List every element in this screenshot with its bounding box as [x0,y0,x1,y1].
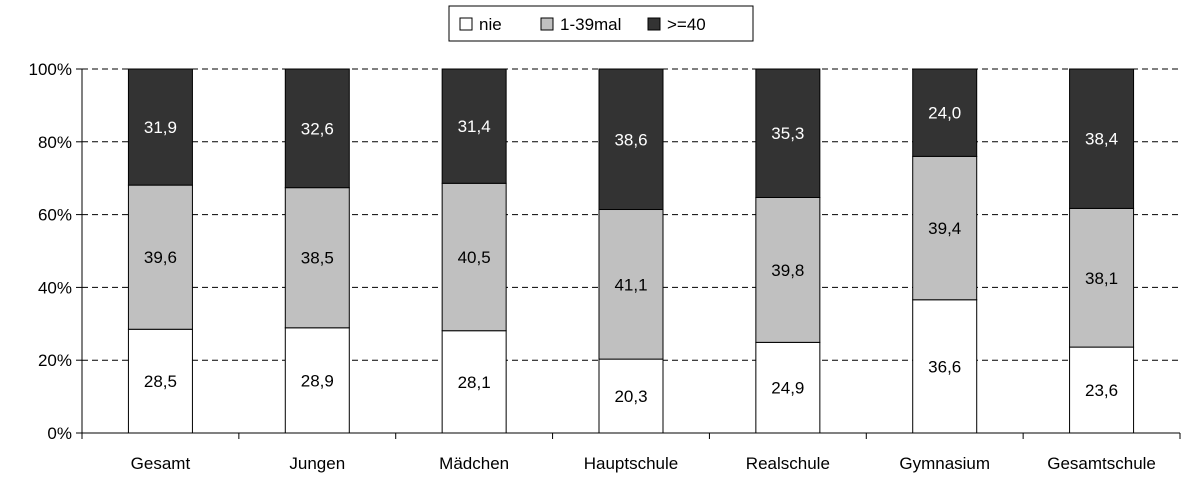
data-label: 20,3 [614,387,647,406]
data-label: 23,6 [1085,381,1118,400]
legend-box [448,5,754,42]
bar-segment [127,328,193,434]
data-label: 24,0 [928,104,961,123]
bar-segment [127,184,193,330]
category-label: Jungen [289,454,345,473]
y-tick-label: 40% [38,278,72,297]
data-label: 38,1 [1085,269,1118,288]
legend-swatch [647,17,661,31]
category-label: Realschule [746,454,830,473]
category-label: Gymnasium [899,454,990,473]
data-label: 24,9 [771,379,804,398]
category-label: Hauptschule [584,454,679,473]
bar-segment [755,341,821,434]
bar-segment [284,68,350,189]
data-label: 28,9 [301,371,334,390]
bar-segment [441,182,507,332]
y-tick-label: 0% [47,424,72,443]
category-label: Gesamtschule [1047,454,1156,473]
data-label: 41,1 [614,275,647,294]
data-label: 38,6 [614,130,647,149]
bar-segment [755,196,821,343]
data-label: 39,4 [928,219,961,238]
axes: 0% 20% 40% 60% 80% 100% Gesamt Jungen Mädchen Hau… [29,60,1181,473]
data-label: 31,9 [144,118,177,137]
bar-segment [1069,68,1135,209]
legend-label: >=40 [667,15,706,34]
data-label: 28,5 [144,372,177,391]
category-label: Gesamt [131,454,191,473]
category-label: Mädchen [439,454,509,473]
legend-label: nie [479,15,502,34]
bars: 28,5 39,6 31,9 28,9 38,5 32,6 28,1 40,5 31,4 20,3… [127,68,1135,434]
bar-segment [598,209,664,360]
legend-label: 1-39mal [560,15,621,34]
bar-segment [912,68,978,157]
y-tick-label: 60% [38,206,72,225]
data-label: 35,3 [771,124,804,143]
legend-swatch [459,17,473,31]
y-tick-label: 80% [38,133,72,152]
data-label: 39,6 [144,248,177,267]
data-label: 38,4 [1085,130,1118,149]
data-label: 36,6 [928,357,961,376]
data-label: 39,8 [771,261,804,280]
bar-segment [1069,207,1135,348]
y-tick-label: 100% [29,60,72,79]
y-tick-label: 20% [38,351,72,370]
data-label: 32,6 [301,119,334,138]
bar-segment [912,155,978,301]
data-label: 38,5 [301,249,334,268]
data-label: 40,5 [458,248,491,267]
bar-segment [127,68,193,186]
data-label: 31,4 [458,117,491,136]
bar-segment [598,68,664,211]
legend: nie 1-39mal >=40 [448,5,754,42]
gridlines [82,68,1180,361]
data-label: 28,1 [458,373,491,392]
bar-segment [1069,346,1135,434]
bar-segment [755,68,821,198]
bar-segment [441,68,507,184]
legend-swatch [540,17,554,31]
